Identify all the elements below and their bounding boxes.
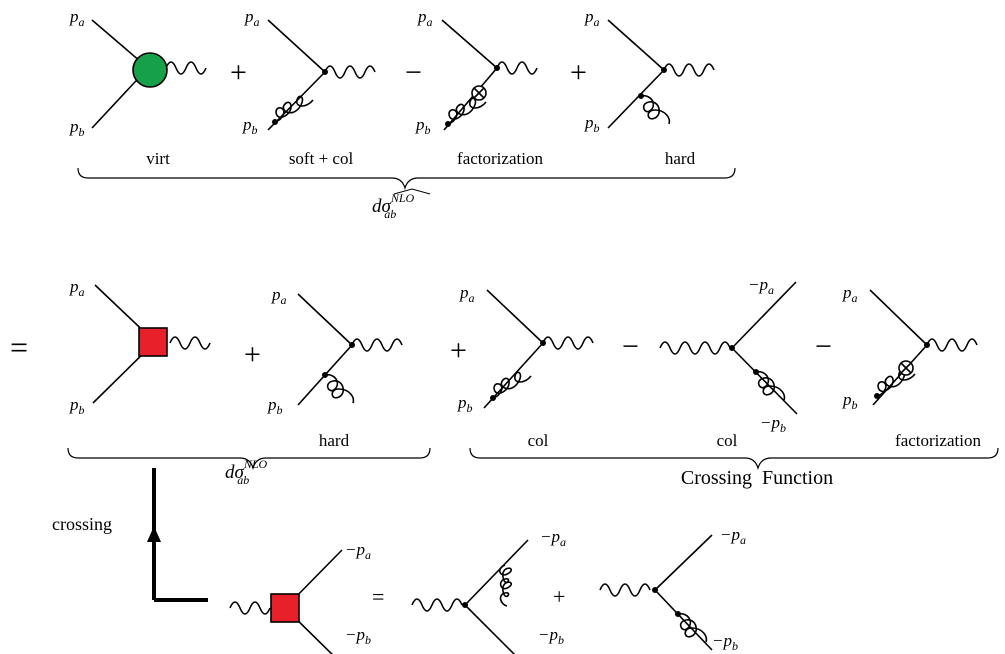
label-pa: pa [244, 7, 260, 29]
caption-virt: virt [146, 149, 170, 168]
loop-gluon [498, 564, 512, 607]
diagram-hard [607, 19, 715, 129]
op-minus: − [622, 330, 639, 363]
crossing-label: crossing [52, 514, 112, 534]
caption-col: col [717, 431, 738, 450]
op-plus: + [553, 584, 565, 609]
diagram-soft-col [267, 19, 376, 131]
brace-label-left: dσNLO ab [225, 457, 268, 487]
label-pa: pa [417, 7, 433, 29]
label-pa: pa [842, 283, 858, 305]
underbrace-top [77, 167, 736, 191]
brace-label-top: dσNLO ab [372, 191, 415, 221]
diagram-emission [599, 534, 713, 651]
equals-sign: = [10, 329, 28, 365]
label-minus-pb: −pb [760, 413, 786, 435]
op-minus: − [815, 330, 832, 363]
label-pa: pa [69, 7, 85, 29]
label-pb: pb [242, 115, 258, 137]
label-minus-pa: −pa [720, 525, 746, 547]
label-pa: pa [271, 285, 287, 307]
op-plus: + [230, 56, 247, 89]
green-blob [132, 52, 168, 88]
caption-factorization: factorization [895, 431, 981, 450]
diagram-crossed-square [229, 549, 343, 654]
underbrace-right [469, 447, 999, 471]
factorization-otimes-icon [471, 85, 487, 101]
diagram-factorization [441, 19, 538, 131]
diagram-nlo-square [92, 284, 211, 404]
label-pa: pa [584, 7, 600, 29]
label-pb: pb [842, 390, 858, 412]
diagram-vertex-loop [411, 539, 529, 654]
label-pb: pb [267, 395, 283, 417]
label-pb: pb [457, 393, 473, 415]
op-equals: = [372, 584, 384, 609]
caption-hard: hard [319, 431, 350, 450]
label-pb: pb [415, 115, 431, 137]
diagram-virt [91, 19, 207, 129]
crossing-arrowhead-icon [147, 526, 161, 542]
op-plus: + [450, 334, 467, 367]
label-pb: pb [69, 117, 85, 139]
diagram-col-2 [659, 281, 798, 415]
op-minus: − [405, 56, 422, 89]
op-plus: + [570, 56, 587, 89]
underbrace-left [67, 447, 431, 471]
label-minus-pa: −pa [345, 540, 371, 562]
widehat-mark [393, 188, 431, 195]
caption-hard: hard [665, 149, 696, 168]
caption-soft-col: soft + col [289, 149, 354, 168]
label-pb: pb [584, 113, 600, 135]
label-pb: pb [69, 395, 85, 417]
red-square [138, 327, 168, 357]
gluon-line [274, 95, 314, 123]
factorization-otimes-icon [898, 360, 914, 376]
diagram-hard-middle [297, 293, 403, 406]
label-minus-pb: −pb [345, 625, 371, 647]
label-minus-pb: −pb [712, 631, 738, 653]
diagram-col-1 [483, 289, 594, 409]
label-minus-pb: −pb [538, 625, 564, 647]
crossing-arrow [152, 468, 208, 602]
label-pa: pa [69, 277, 85, 299]
brace-label-crossing-function: Crossing Function [681, 467, 833, 489]
photon-line [165, 61, 207, 75]
red-square [270, 593, 300, 623]
label-minus-pa: −pa [748, 275, 774, 297]
caption-factorization: factorization [457, 149, 543, 168]
label-pa: pa [459, 283, 475, 305]
label-minus-pa: −pa [540, 527, 566, 549]
op-plus: + [244, 338, 261, 371]
diagram-factorization-middle [869, 289, 978, 406]
caption-col: col [528, 431, 549, 450]
